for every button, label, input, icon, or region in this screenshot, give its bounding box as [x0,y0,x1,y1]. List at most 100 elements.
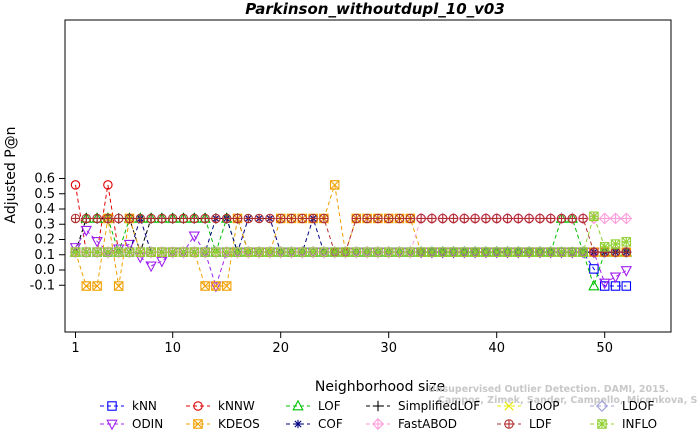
data-point-kdeos-stroke [211,281,221,291]
data-point-kdeos-stroke [114,281,124,291]
data-point-inflo [243,247,254,257]
data-point-inflo [405,247,416,257]
data-point-odin [80,225,93,237]
data-point-ldf [308,213,318,224]
data-point-ldf [621,247,632,257]
data-point-ldf [297,213,308,224]
data-point-knn [599,281,610,291]
data-point-ldf [189,213,200,224]
data-point-ldf [351,213,362,224]
legend-label: kNN [132,399,157,413]
legend-label: kNNW [218,399,255,413]
data-point-inflo [275,247,286,257]
data-point-inflo [308,247,318,257]
chart-title: Parkinson_withoutdupl_10_v03 [245,0,505,18]
data-point-inflo [373,247,383,257]
data-point-inflo [362,247,372,257]
data-point-ldf [545,213,556,224]
legend-item-loop: LoOP [497,399,560,413]
data-point-kdeos [221,281,232,291]
data-point-inflo [545,247,556,257]
legend-marker-stroke [294,420,302,428]
legend-marker [504,419,514,429]
plot-frame [64,19,672,333]
data-point-ldf [362,213,372,224]
legend-label: LDOF [622,399,654,413]
y-tick-label: -0.1 [30,278,55,293]
data-point-ldf [481,213,491,224]
data-point-kdeos [329,180,340,190]
data-point-inflo [502,247,513,257]
data-point-odin [123,239,136,251]
series-ldf [70,213,632,257]
data-point-odin [620,266,633,277]
legend-marker-stroke [193,419,203,429]
data-point-kdeos-stroke [222,281,232,291]
data-point-inflo [297,247,308,257]
data-point-kdeos [200,281,210,291]
data-point-inflo [221,247,232,257]
legend-item-knnw: kNNW [186,399,255,413]
data-point-inflo [103,247,113,257]
data-point-lof [588,279,600,291]
legend-item-inflo: INFLO [590,417,657,431]
watermark-line-2: Campos, Zimek, Sander, Campello, Micenko… [438,395,697,406]
data-point-ldf [265,213,275,224]
legend-marker [372,418,384,430]
legend-marker [193,419,203,429]
data-point-ldf [491,213,502,224]
series-line-kdeos [75,184,627,287]
data-point-kdeos-stroke [200,281,210,291]
legend-label: KDEOS [218,417,260,431]
data-point-kdeos [211,281,221,291]
data-point-inflo [589,211,599,222]
data-point-inflo [189,247,200,257]
data-point-kdeos [329,180,340,190]
y-tick-label: 0.4 [34,202,55,217]
data-point-ldf [383,213,394,224]
data-point-ldf [416,213,426,224]
data-point-ldf [211,213,221,224]
data-point-kdeos [211,281,221,291]
data-point-ldf [200,213,210,224]
data-point-ldf [167,213,178,224]
data-point-ldf [589,247,599,257]
data-point-inflo [437,247,448,257]
data-point-inflo [470,247,480,257]
legend-label: FastABOD [398,417,457,431]
data-point-odin [91,236,103,248]
legend-marker [107,401,117,411]
data-point-inflo [211,247,221,257]
data-point-odin [598,278,611,290]
legend-label: LoOP [529,399,560,413]
data-point-ldf [567,213,578,224]
data-point-inflo [621,237,632,247]
legend-marker [504,401,514,411]
data-point-ldf [254,213,264,224]
legend-marker [193,419,203,429]
data-point-odin [620,266,633,277]
legend-marker [292,399,304,411]
legend-item-kdeos: KDEOS [186,417,260,431]
data-point-ldf [275,213,286,224]
x-tick-label: 20 [272,341,289,356]
data-point-inflo [178,247,189,257]
legend-label: LDF [529,417,552,431]
data-point-inflo [535,247,545,257]
legend-item-simplifiedlof: SimplifiedLOF [366,399,480,413]
data-point-inflo [81,247,92,257]
y-tick-label: 0.3 [34,217,55,232]
data-point-ldf [232,213,243,224]
data-point-kdeos [221,281,232,291]
data-point-inflo [599,242,610,252]
data-point-ldf [221,213,232,224]
data-point-inflo [167,247,178,257]
data-point-odin [145,261,157,273]
data-point-ldf [610,247,621,257]
data-point-knnw [70,180,81,190]
data-point-knnw [103,180,113,190]
data-point-kdeos [113,281,124,291]
data-point-inflo [286,247,297,257]
data-point-inflo [567,247,578,257]
data-point-inflo [351,247,362,257]
